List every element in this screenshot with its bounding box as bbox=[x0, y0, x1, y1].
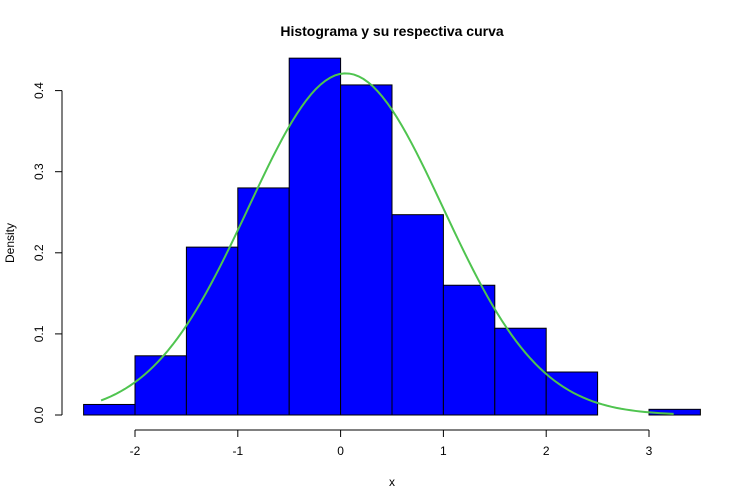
histogram-bar-6 bbox=[391, 214, 444, 416]
y-axis: 0.0 0.1 0.2 0.3 0.4 bbox=[32, 82, 63, 423]
x-ticks: -2 -1 0 1 2 3 bbox=[130, 430, 653, 458]
y-tick-label-2: 0.2 bbox=[32, 244, 46, 261]
histogram-bar-7 bbox=[442, 284, 496, 416]
x-tick-label-0: -2 bbox=[130, 444, 141, 458]
histogram-bars bbox=[83, 57, 701, 416]
y-ticks: 0.0 0.1 0.2 0.3 0.4 bbox=[32, 82, 62, 423]
x-axis: -2 -1 0 1 2 3 bbox=[130, 429, 653, 458]
chart-title: Histograma y su respectiva curva bbox=[280, 23, 504, 39]
y-tick-label-3: 0.3 bbox=[32, 163, 46, 180]
histogram-bar-3 bbox=[237, 187, 290, 416]
histogram-bar-8 bbox=[494, 327, 547, 416]
histogram-bar-4 bbox=[288, 57, 342, 416]
x-axis-label: x bbox=[389, 475, 395, 489]
y-tick-label-0: 0.0 bbox=[32, 406, 46, 423]
x-tick-label-1: -1 bbox=[232, 444, 243, 458]
histogram-bar-5 bbox=[340, 84, 393, 416]
y-tick-label-1: 0.1 bbox=[32, 325, 46, 342]
y-tick-label-4: 0.4 bbox=[32, 82, 46, 99]
x-tick-label-3: 1 bbox=[440, 444, 447, 458]
histogram-bar-2 bbox=[185, 246, 239, 416]
x-tick-label-5: 3 bbox=[646, 444, 653, 458]
x-tick-label-2: 0 bbox=[337, 444, 344, 458]
histogram-bar-0 bbox=[83, 403, 136, 416]
x-tick-label-4: 2 bbox=[543, 444, 550, 458]
y-axis-label: Density bbox=[3, 223, 17, 263]
histogram-bar-9 bbox=[545, 371, 599, 416]
histogram-bar-1 bbox=[134, 355, 187, 416]
density-curve bbox=[100, 72, 674, 415]
